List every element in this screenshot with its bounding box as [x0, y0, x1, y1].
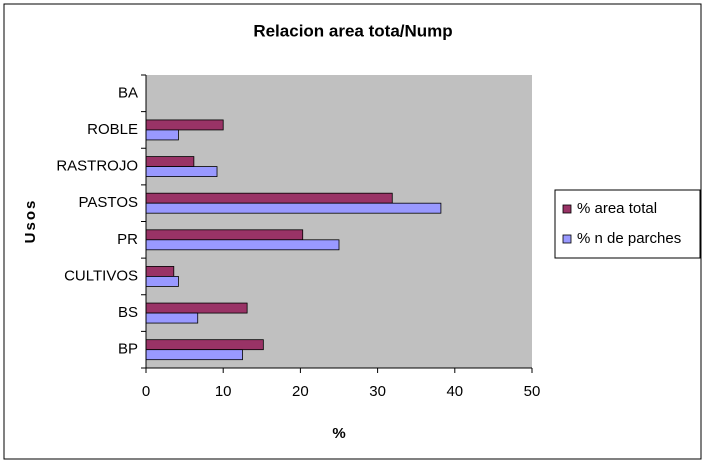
bar: [145, 229, 304, 241]
x-tick-label: 50: [524, 383, 541, 400]
legend-swatch: [562, 234, 572, 244]
x-tick-label: 10: [215, 383, 232, 400]
y-tick-label: ROBLE: [87, 121, 138, 138]
x-tick-label: 0: [142, 383, 150, 400]
legend: [554, 189, 701, 259]
y-tick-label: RASTROJO: [56, 158, 138, 175]
bar: [145, 312, 199, 324]
bar: [145, 302, 248, 314]
chart-title: Relacion area tota/Nump: [253, 21, 452, 40]
x-tick-label: 20: [292, 383, 309, 400]
y-tick-label: PR: [117, 231, 138, 248]
bar: [145, 202, 442, 214]
x-tick-label: 30: [369, 383, 386, 400]
legend-label: % area total: [577, 200, 657, 217]
bar: [145, 156, 195, 167]
y-axis-label: Usos: [22, 199, 39, 244]
bar: [145, 266, 175, 277]
bar: [145, 119, 224, 131]
bar: [145, 129, 179, 141]
y-tick-label: BS: [118, 304, 138, 321]
x-tick-label: 40: [446, 383, 463, 400]
bar: [145, 339, 264, 351]
legend-swatch: [562, 204, 572, 214]
legend-label: % n de parches: [577, 230, 681, 247]
bar: [145, 349, 243, 361]
plot-area: [146, 75, 532, 368]
bar: [145, 166, 218, 177]
bar: [145, 192, 393, 204]
y-tick-label: CULTIVOS: [64, 267, 138, 284]
y-tick-label: BA: [118, 84, 138, 101]
y-tick-label: BP: [118, 341, 138, 358]
bar: [145, 239, 340, 251]
y-tick-label: PASTOS: [79, 194, 138, 211]
x-axis-label: %: [332, 425, 345, 442]
bar: [145, 276, 179, 287]
